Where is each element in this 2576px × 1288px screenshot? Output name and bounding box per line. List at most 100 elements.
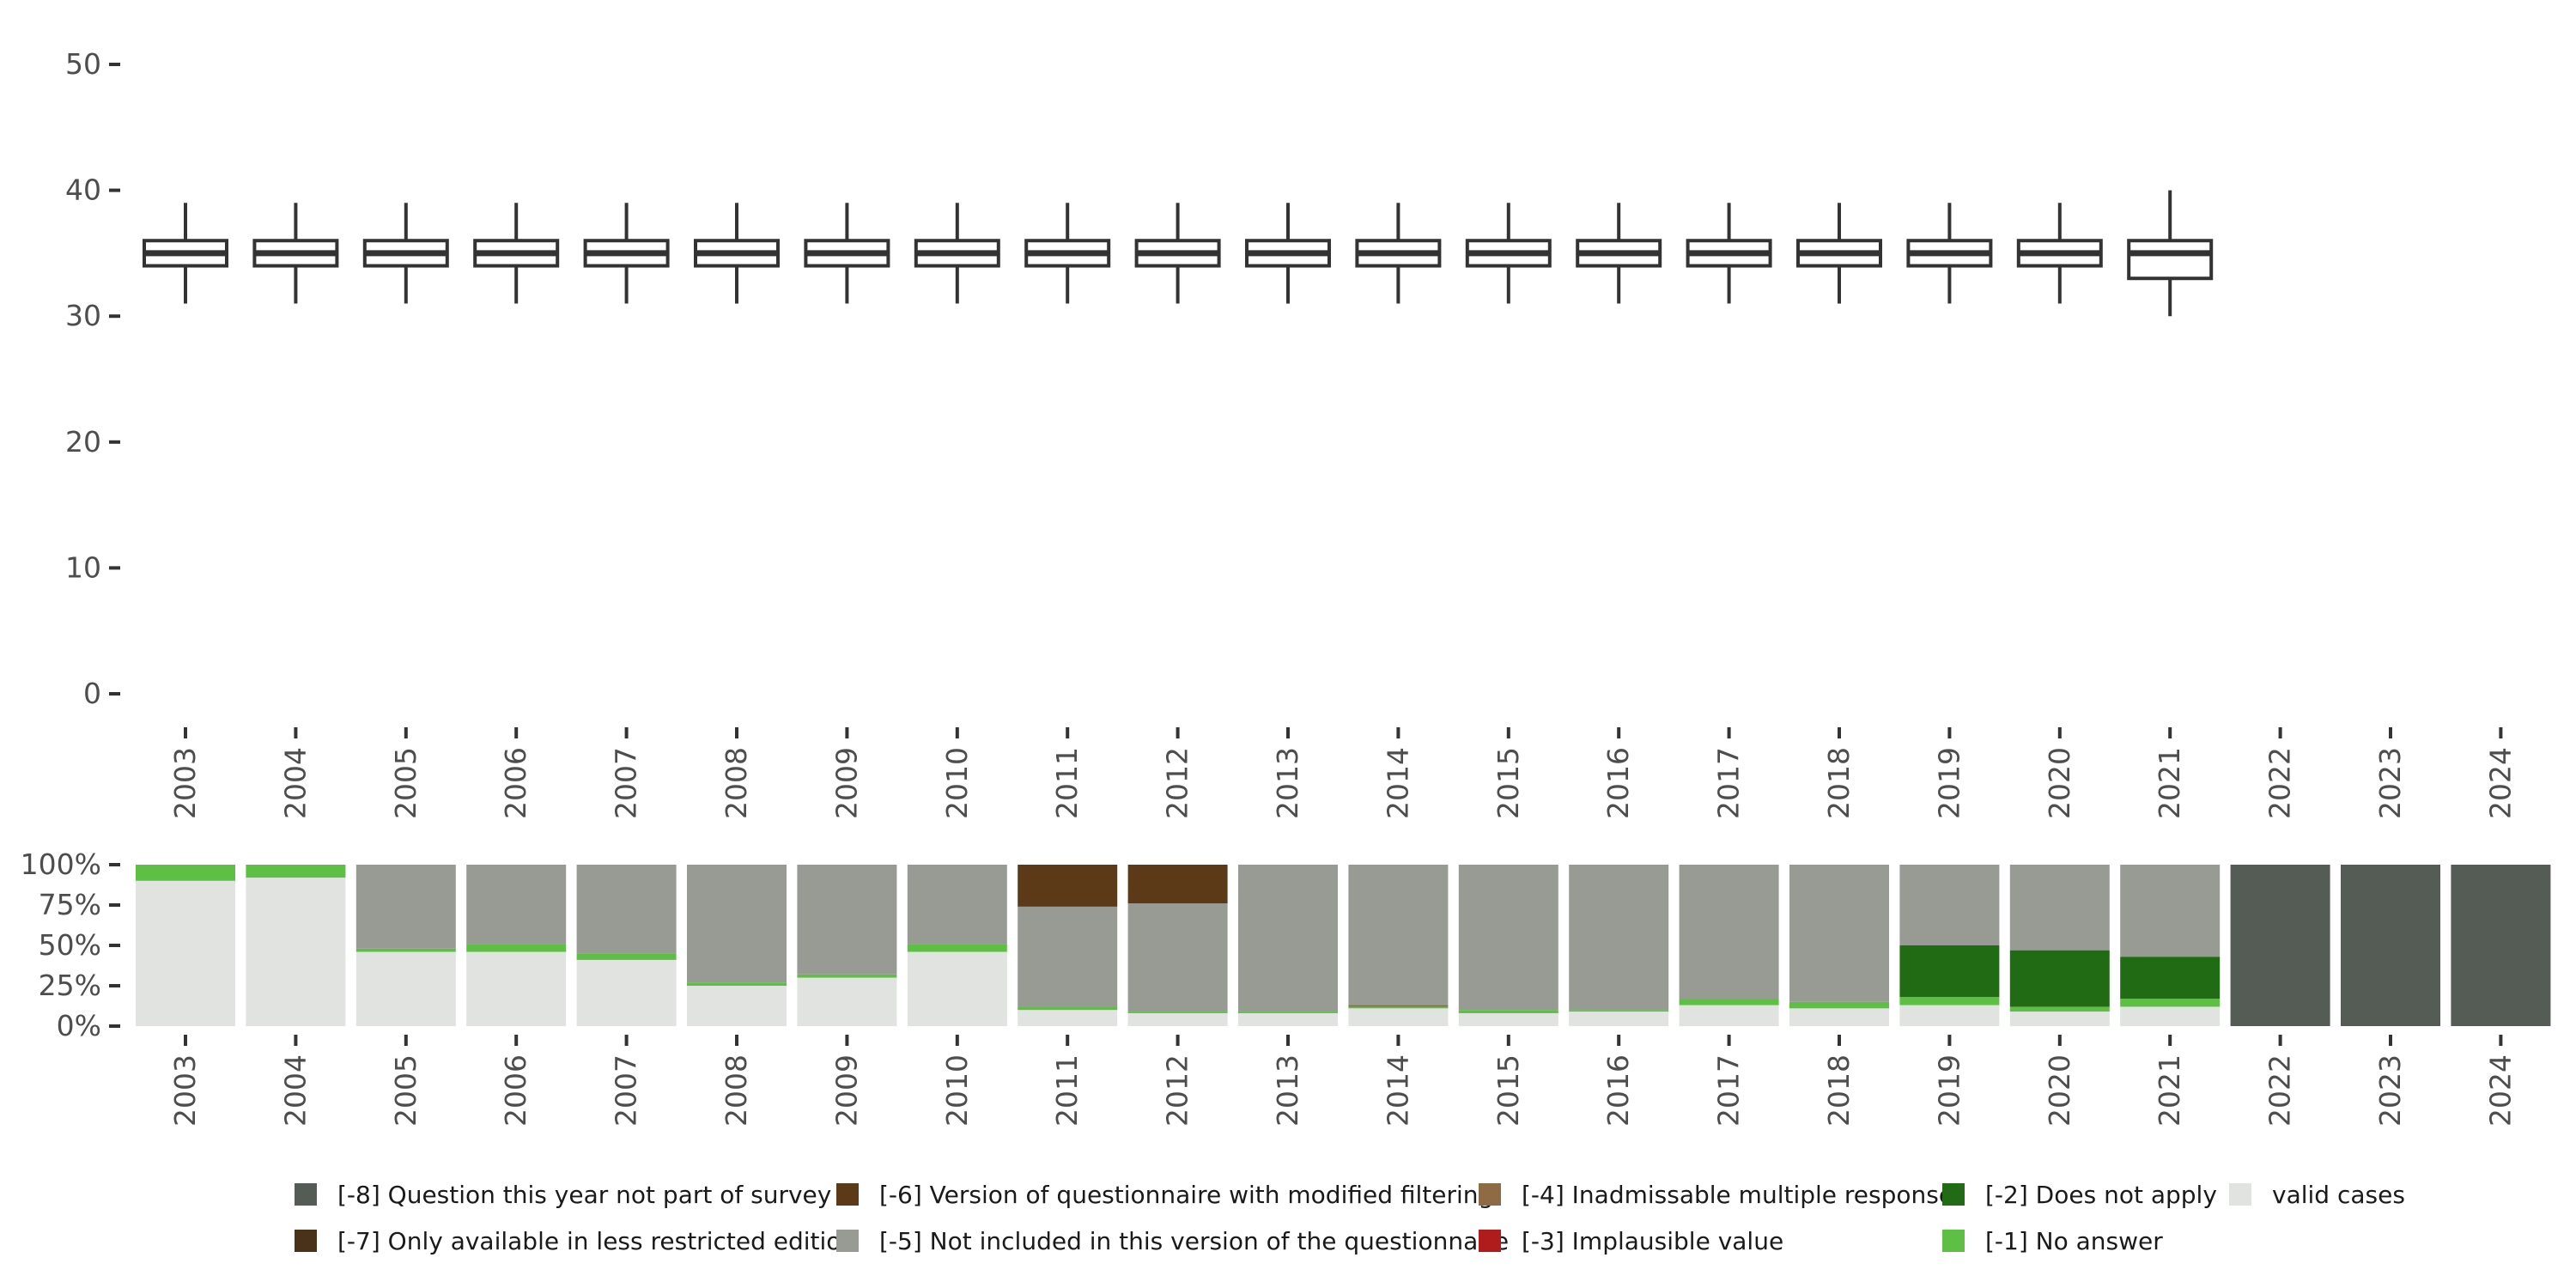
y-tick-label: 30 bbox=[65, 299, 101, 332]
bar-segment-valid-cases bbox=[2009, 1012, 2110, 1026]
stacked-bar-2018 bbox=[1789, 865, 1889, 1026]
legend-label: [-1] No answer bbox=[1985, 1227, 2163, 1255]
x-tick-label-2022: 2022 bbox=[2263, 747, 2297, 819]
legend-swatch bbox=[1479, 1230, 1501, 1252]
x-tick-label-2009: 2009 bbox=[829, 747, 863, 819]
x-tick-label-2010: 2010 bbox=[940, 1054, 974, 1127]
bar-segment-valid-cases bbox=[1018, 1010, 1118, 1026]
stacked-bar-2022 bbox=[2230, 865, 2330, 1026]
stacked-bar-2019 bbox=[1899, 865, 2000, 1026]
bar-segment-1-no-answer bbox=[687, 982, 787, 986]
x-tick-label-2012: 2012 bbox=[1161, 747, 1194, 819]
bar-segment-1-no-answer bbox=[246, 865, 346, 878]
x-tick-label-2005: 2005 bbox=[389, 747, 422, 819]
legend-item-5-not-included-in-this-version-of-the-questionnaire: [-5] Not included in this version of the… bbox=[836, 1227, 1509, 1255]
x-tick-label-2019: 2019 bbox=[1932, 747, 1965, 819]
box-2006 bbox=[473, 203, 560, 304]
x-tick-label-2007: 2007 bbox=[610, 747, 643, 819]
pct-tick-label: 100% bbox=[21, 848, 101, 881]
x-tick-label-2004: 2004 bbox=[278, 1054, 312, 1127]
bar-segment-valid-cases bbox=[1127, 1012, 1228, 1026]
y-tick-label: 50 bbox=[65, 47, 101, 81]
x-tick-label-2015: 2015 bbox=[1492, 1054, 1525, 1127]
bar-segment-2-does-not-apply bbox=[1899, 945, 2000, 998]
stacked-bar-2020 bbox=[2009, 865, 2110, 1026]
bar-segment-5-not-included-in-this-version-of-the-questionnaire bbox=[1348, 865, 1449, 1005]
stacked-bar-2017 bbox=[1679, 865, 1779, 1026]
bar-segment-1-no-answer bbox=[355, 948, 456, 952]
legend-item-4-inadmissable-multiple-response: [-4] Inadmissable multiple response bbox=[1479, 1181, 1953, 1209]
legend-swatch bbox=[836, 1183, 859, 1206]
box-2017 bbox=[1686, 203, 1772, 304]
legend-swatch bbox=[836, 1230, 859, 1252]
x-tick-label-2008: 2008 bbox=[720, 1054, 753, 1127]
legend-swatch bbox=[295, 1183, 317, 1206]
x-tick-label-2010: 2010 bbox=[940, 747, 974, 819]
legend-item-2-does-not-apply: [-2] Does not apply bbox=[1942, 1181, 2217, 1209]
box-2010 bbox=[914, 203, 1000, 304]
bar-segment-valid-cases bbox=[466, 951, 567, 1026]
box-2014 bbox=[1355, 203, 1442, 304]
x-tick-label-2006: 2006 bbox=[499, 1054, 532, 1127]
x-tick-label-2003: 2003 bbox=[168, 747, 202, 819]
box-2013 bbox=[1245, 203, 1331, 304]
x-tick-label-2021: 2021 bbox=[2153, 1054, 2186, 1127]
bar-segment-2-does-not-apply bbox=[2009, 950, 2110, 1007]
bar-segment-1-no-answer bbox=[1018, 1006, 1118, 1011]
bar-segment-1-no-answer bbox=[1789, 1001, 1889, 1009]
bar-segment-1-no-answer bbox=[1238, 1012, 1338, 1013]
stacked-bar-2023 bbox=[2341, 865, 2440, 1026]
box-2015 bbox=[1465, 203, 1552, 304]
x-tick-label-2016: 2016 bbox=[1601, 747, 1635, 819]
bar-segment-8-question-this-year-not-part-of-survey bbox=[2451, 865, 2551, 1026]
x-tick-label-2021: 2021 bbox=[2153, 747, 2186, 819]
bar-segment-5-not-included-in-this-version-of-the-questionnaire bbox=[2120, 865, 2221, 957]
bar-segment-5-not-included-in-this-version-of-the-questionnaire bbox=[1238, 865, 1338, 1012]
bar-segment-2-does-not-apply bbox=[2120, 957, 2221, 999]
stacked-bar-2010 bbox=[907, 865, 1007, 1026]
stacked-bar-2024 bbox=[2451, 865, 2551, 1026]
x-tick-label-2015: 2015 bbox=[1492, 747, 1525, 819]
y-tick-label: 20 bbox=[65, 425, 101, 459]
box-2020 bbox=[2016, 203, 2103, 304]
x-tick-label-2017: 2017 bbox=[1712, 747, 1746, 819]
x-tick-label-2005: 2005 bbox=[389, 1054, 422, 1127]
box-2008 bbox=[694, 203, 780, 304]
box-2003 bbox=[143, 203, 228, 304]
bar-segment-1-no-answer bbox=[907, 944, 1007, 952]
bar-segment-1-no-answer bbox=[576, 953, 677, 960]
bar-segment-valid-cases bbox=[1348, 1008, 1449, 1026]
x-tick-label-2004: 2004 bbox=[278, 747, 312, 819]
bar-segment-valid-cases bbox=[907, 951, 1007, 1026]
stacked-bar-panel: 0% 25% 50% 75% 100% 2003 2004 2005 2006 2007 2008 2… bbox=[21, 848, 2551, 1127]
legend-item-valid-cases: valid cases bbox=[2229, 1181, 2405, 1209]
box-2016 bbox=[1576, 203, 1662, 304]
bar-segment-8-question-this-year-not-part-of-survey bbox=[2230, 865, 2330, 1026]
bar-segment-valid-cases bbox=[1789, 1008, 1889, 1026]
bar-segment-1-no-answer bbox=[2120, 999, 2221, 1007]
bar-segment-valid-cases bbox=[1238, 1012, 1338, 1026]
x-tick-label-2008: 2008 bbox=[720, 747, 753, 819]
bar-segment-valid-cases bbox=[1899, 1005, 2000, 1026]
x-tick-label-2003: 2003 bbox=[168, 1054, 202, 1127]
x-tick-label-2014: 2014 bbox=[1381, 1054, 1414, 1127]
box-2004 bbox=[252, 203, 339, 304]
y-tick-label: 40 bbox=[65, 173, 101, 207]
bar-segment-6-version-of-questionnaire-with-modified-filtering bbox=[1127, 865, 1228, 904]
bar-segment-5-not-included-in-this-version-of-the-questionnaire bbox=[1569, 865, 1669, 1011]
bar-segment-5-not-included-in-this-version-of-the-questionnaire bbox=[907, 865, 1007, 945]
box-2012 bbox=[1134, 203, 1221, 304]
bar-segment-valid-cases bbox=[576, 959, 677, 1026]
bar-segment-4-inadmissable-multiple-response bbox=[1348, 1005, 1449, 1007]
legend-label: [-6] Version of questionnaire with modif… bbox=[879, 1181, 1493, 1209]
stacked-bar-2013 bbox=[1238, 865, 1338, 1026]
bar-segment-1-no-answer bbox=[466, 944, 567, 952]
bar-segment-1-no-answer bbox=[1679, 999, 1779, 1005]
bar-segment-5-not-included-in-this-version-of-the-questionnaire bbox=[2009, 865, 2110, 951]
legend-swatch bbox=[2229, 1183, 2251, 1206]
x-tick-label-2023: 2023 bbox=[2373, 1054, 2407, 1127]
stacked-bar-2003 bbox=[136, 865, 235, 1026]
box-2005 bbox=[362, 203, 449, 304]
x-tick-label-2024: 2024 bbox=[2483, 1054, 2517, 1127]
x-tick-label-2016: 2016 bbox=[1601, 1054, 1635, 1127]
